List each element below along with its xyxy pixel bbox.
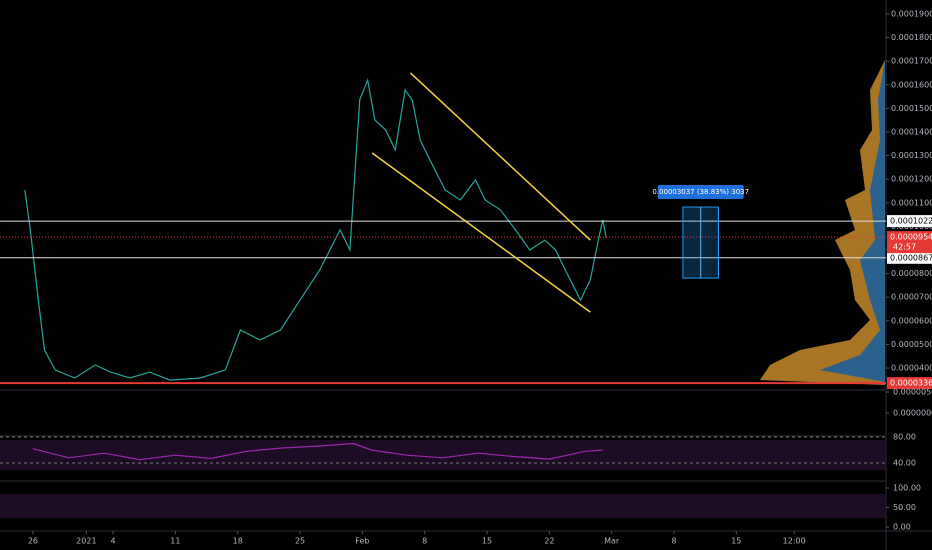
trend-line xyxy=(371,152,591,313)
price-line xyxy=(24,77,607,381)
y-tick-label: 40.00 xyxy=(893,458,916,467)
y-tick-label: 0.00000500 xyxy=(893,388,932,397)
measure-label: 0.00003037 (38.83%) 3037 xyxy=(652,188,749,196)
x-tick-label: 12:00 xyxy=(783,537,806,546)
y-tick-label: 0.00 xyxy=(893,522,911,531)
x-tick-label: 8 xyxy=(422,537,427,546)
x-tick-label: 25 xyxy=(295,537,305,546)
volume-profile xyxy=(820,60,885,382)
countdown: 42:57 xyxy=(893,243,916,252)
low-line-label: 0.00003363 xyxy=(890,379,932,388)
stoch-band xyxy=(0,494,885,518)
price-level-box xyxy=(887,251,932,264)
y-tick-label: 80.00 xyxy=(893,432,916,441)
x-tick-label: 26 xyxy=(28,537,38,546)
current-price-label: 0.00009545 xyxy=(890,233,932,242)
trend-line xyxy=(409,72,591,241)
y-tick-label: 100.00 xyxy=(893,483,921,492)
x-tick-label: Mar xyxy=(604,537,620,546)
price-level-label: 0.00010224 xyxy=(890,217,932,226)
x-tick-label: 15 xyxy=(482,537,492,546)
x-tick-label: 15 xyxy=(731,537,741,546)
x-tick-label: 22 xyxy=(544,537,554,546)
y-tick-label: 0.00000000 xyxy=(893,409,932,418)
y-tick-label: 50.00 xyxy=(893,503,916,512)
x-tick-label: 2021 xyxy=(76,537,96,546)
rsi-band xyxy=(0,440,885,470)
x-tick-label: 18 xyxy=(233,537,243,546)
current-price-box xyxy=(887,231,932,254)
price-level-box xyxy=(887,215,932,228)
x-tick-label: 4 xyxy=(111,537,116,546)
rsi-line xyxy=(32,442,603,461)
x-tick-label: Feb xyxy=(355,537,369,546)
y-tick-label: 0.00019000 xyxy=(891,9,932,18)
x-tick-label: 8 xyxy=(671,537,676,546)
low-line-box xyxy=(887,377,932,390)
x-tick-label: 11 xyxy=(170,537,180,546)
measure-label-box xyxy=(657,185,744,200)
